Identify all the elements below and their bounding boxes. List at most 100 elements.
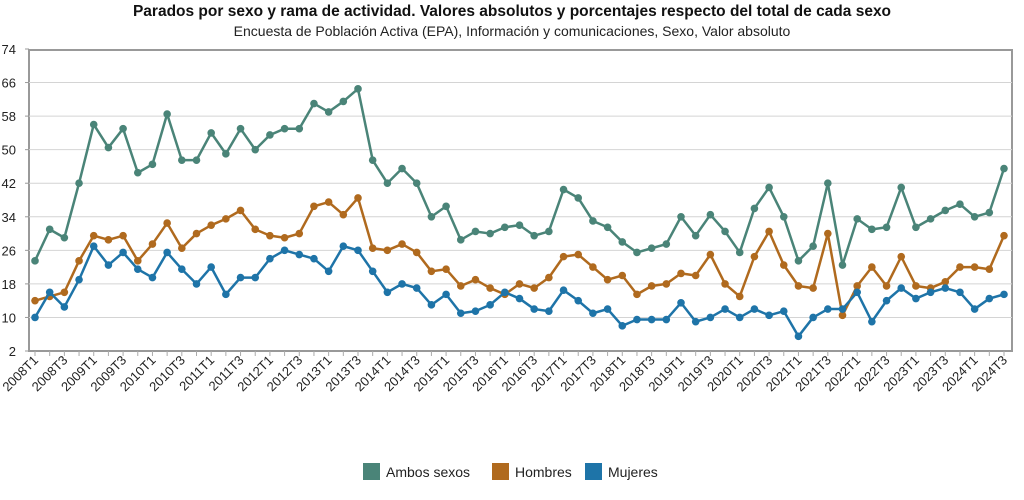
- data-point: [868, 263, 876, 271]
- data-point: [398, 240, 406, 248]
- data-point: [735, 313, 744, 322]
- chart-subtitle: Encuesta de Población Activa (EPA), Info…: [233, 23, 791, 39]
- data-point: [442, 202, 450, 211]
- data-point: [589, 217, 597, 225]
- data-point: [45, 288, 54, 297]
- data-point: [970, 263, 979, 271]
- legend-label: Ambos sexos: [386, 464, 470, 480]
- data-point: [471, 227, 480, 236]
- data-point: [970, 305, 979, 313]
- data-point: [89, 231, 98, 240]
- data-point: [603, 305, 612, 313]
- data-point: [148, 240, 157, 248]
- data-point: [251, 145, 260, 154]
- data-point: [207, 129, 215, 137]
- data-point: [192, 229, 201, 238]
- data-point: [398, 280, 406, 288]
- data-point: [310, 99, 318, 108]
- data-point: [266, 131, 274, 139]
- data-point: [486, 301, 494, 309]
- data-point: [207, 221, 215, 229]
- data-point: [383, 179, 392, 188]
- data-point: [295, 124, 304, 133]
- data-point: [398, 164, 406, 173]
- data-point: [456, 309, 465, 318]
- data-point: [589, 263, 597, 271]
- data-point: [427, 212, 436, 221]
- data-point: [765, 227, 773, 236]
- data-point: [368, 244, 377, 253]
- y-tick-label: 26: [2, 243, 16, 258]
- data-point: [603, 275, 612, 284]
- data-point: [442, 265, 450, 274]
- data-point: [985, 208, 994, 217]
- data-point: [89, 242, 98, 250]
- data-point: [677, 269, 685, 278]
- data-point: [824, 305, 832, 313]
- data-point: [735, 248, 744, 257]
- data-point: [148, 273, 157, 282]
- data-point: [104, 143, 113, 152]
- data-point: [383, 246, 392, 255]
- data-point: [427, 267, 436, 276]
- data-point: [985, 294, 994, 303]
- data-point: [721, 305, 729, 313]
- data-point: [970, 212, 979, 221]
- y-tick-label: 66: [2, 76, 16, 91]
- data-point: [75, 179, 83, 188]
- data-point: [882, 296, 891, 305]
- data-point: [868, 225, 876, 234]
- data-point: [779, 307, 788, 315]
- data-point: [662, 315, 671, 324]
- data-point: [295, 229, 304, 238]
- data-point: [515, 221, 524, 229]
- data-point: [545, 273, 553, 282]
- data-point: [735, 292, 744, 301]
- data-point: [515, 280, 524, 288]
- data-point: [706, 210, 715, 219]
- data-point: [456, 282, 465, 290]
- data-point: [442, 290, 450, 299]
- data-point: [574, 250, 583, 259]
- data-point: [530, 231, 538, 240]
- data-point: [515, 294, 524, 303]
- data-point: [207, 263, 215, 271]
- data-point: [721, 280, 729, 288]
- data-point: [897, 252, 906, 261]
- data-point: [133, 265, 142, 274]
- y-tick-label: 74: [2, 42, 16, 57]
- data-point: [912, 282, 920, 290]
- data-point: [412, 284, 421, 292]
- data-point: [427, 301, 436, 309]
- data-point: [60, 288, 69, 297]
- data-point: [163, 219, 171, 227]
- data-point: [956, 288, 964, 297]
- data-point: [912, 223, 920, 232]
- data-point: [794, 332, 803, 341]
- data-point: [501, 223, 509, 232]
- chart-title: Parados por sexo y rama de actividad. Va…: [132, 3, 892, 20]
- data-point: [324, 267, 333, 276]
- data-point: [280, 246, 289, 255]
- data-point: [618, 238, 627, 246]
- legend-label: Hombres: [515, 464, 572, 480]
- data-point: [765, 311, 773, 320]
- y-tick-label: 2: [9, 344, 16, 359]
- data-point: [251, 273, 260, 282]
- data-point: [662, 280, 671, 288]
- data-point: [559, 286, 568, 294]
- data-point: [339, 242, 348, 250]
- data-point: [706, 313, 715, 322]
- data-point: [310, 202, 318, 211]
- data-point: [530, 305, 538, 313]
- data-point: [794, 257, 803, 265]
- data-point: [647, 282, 656, 290]
- data-point: [133, 257, 142, 265]
- data-point: [882, 223, 891, 232]
- data-point: [486, 229, 494, 238]
- data-point: [60, 233, 69, 242]
- data-point: [178, 265, 186, 274]
- data-point: [324, 108, 333, 116]
- data-point: [1000, 231, 1008, 240]
